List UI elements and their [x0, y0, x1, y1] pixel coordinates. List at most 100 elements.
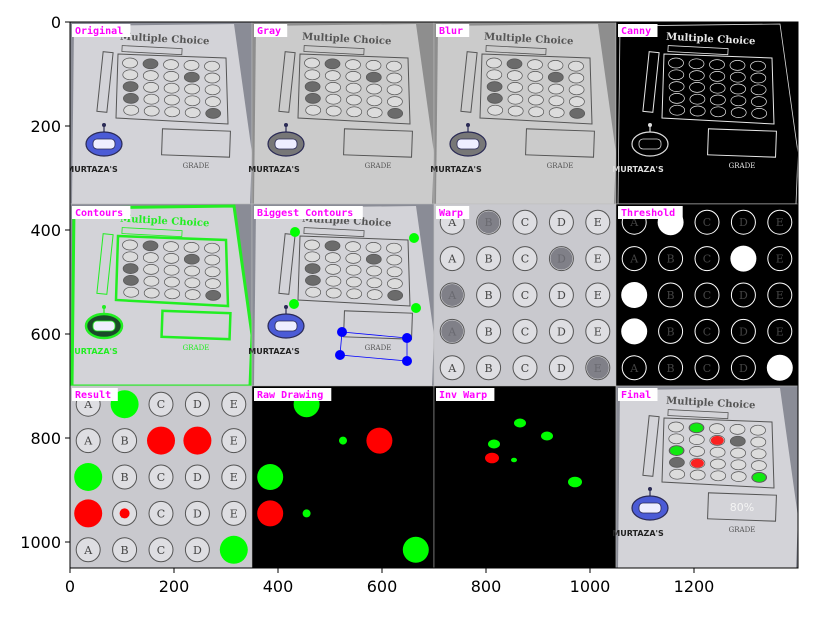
answer-bubble — [365, 60, 382, 71]
paper — [436, 24, 616, 204]
answer-bubble — [183, 242, 200, 253]
answer-bubble — [325, 93, 342, 105]
answer-bubble — [324, 58, 341, 70]
filled-blob — [621, 318, 648, 345]
answer-bubble — [143, 275, 160, 287]
panel-title: Biggest Contours — [257, 207, 353, 219]
brand-text: MURTAZA'S — [612, 165, 664, 174]
name-field — [121, 227, 183, 238]
warped-bubble — [75, 537, 101, 563]
wrong-mark — [183, 426, 212, 455]
answer-bubble — [709, 59, 725, 70]
bubble-letter: D — [557, 325, 566, 338]
grade-box — [160, 309, 232, 341]
answer-box — [114, 234, 230, 308]
panel-blur: Multiple Choice GRADE MURTAZA'S Blur — [430, 22, 617, 205]
inv-warp-mark — [568, 476, 582, 488]
grade-box — [525, 128, 595, 158]
number-strip — [642, 51, 660, 113]
bubble-letter: D — [739, 325, 748, 338]
answer-bubble — [668, 57, 684, 69]
y-tick-label: 0 — [51, 13, 61, 32]
answer-bubble — [184, 83, 200, 95]
small-corner-point — [337, 327, 347, 337]
warped-bubble — [184, 500, 210, 526]
answer-bubble — [669, 93, 685, 104]
answer-bubble — [183, 71, 200, 83]
answer-bubble — [204, 60, 220, 72]
pencil-mark — [550, 247, 573, 270]
brand-text: MURTAZA'S — [66, 165, 118, 174]
answer-bubble — [688, 70, 705, 81]
answer-bubble — [386, 254, 403, 266]
warped-bubble — [767, 246, 793, 272]
y-tick-label: 600 — [30, 325, 61, 344]
image-grid: Multiple ChoiceGRADEMURTAZA'SOriginalMul… — [66, 22, 798, 568]
answer-bubble — [751, 96, 767, 107]
paper-edge — [617, 23, 798, 205]
answer-bubble — [142, 58, 159, 70]
y-tick-label: 1000 — [20, 533, 61, 552]
bubble-letter: A — [629, 253, 639, 266]
brand-text: MURTAZA'S — [66, 347, 118, 356]
answer-bubble — [204, 266, 221, 278]
x-tick-label: 200 — [159, 577, 190, 596]
warped-bubble — [148, 500, 174, 526]
answer-bubble — [568, 60, 584, 72]
bubble-letter: D — [193, 471, 202, 484]
raw-mark — [257, 464, 284, 490]
panel-result: ABCDEABCDEABCDEABCDEABCDEResult — [70, 385, 253, 568]
robot-face — [92, 138, 116, 150]
answer-bubble — [750, 72, 767, 84]
bubble-letter: B — [485, 289, 493, 302]
answer-bubble — [163, 59, 179, 70]
answer-bubble — [143, 287, 160, 299]
result-mark — [147, 426, 175, 455]
answer-bubble — [163, 82, 180, 94]
robot-antenna-tip — [102, 123, 106, 127]
answer-bubble — [304, 69, 321, 81]
contour-outline — [70, 204, 254, 388]
bubble-letter: B — [485, 362, 493, 375]
answer-bubble — [143, 105, 160, 117]
answer-bubble — [729, 71, 746, 83]
answer-bubble — [346, 276, 362, 288]
answer-bubble — [668, 69, 685, 81]
answer-bubble — [689, 446, 705, 457]
answer-bubble — [730, 107, 747, 118]
answer-bubble — [164, 276, 180, 288]
panel-title-bg — [254, 388, 332, 401]
wrong-mark — [74, 499, 103, 528]
answer-bubble — [750, 436, 767, 448]
answer-bubble — [205, 278, 221, 289]
panel-warp: ABCDEABCDEABCDEABCDEABCDEWarp — [433, 203, 617, 387]
bubble-letter: E — [594, 216, 602, 229]
answer-bubble — [123, 104, 140, 116]
name-field — [667, 45, 729, 56]
answer-bubble — [487, 93, 503, 104]
bubble-letter: C — [703, 362, 711, 375]
warped-bubble — [658, 282, 684, 308]
answer-bubble — [123, 93, 139, 104]
bubble-letter: C — [521, 216, 529, 229]
answer-bubble — [507, 105, 524, 117]
warped-bubble — [730, 209, 756, 235]
answer-bubble — [345, 59, 361, 70]
answer-bubble — [204, 254, 221, 266]
answer-bubble — [122, 251, 139, 263]
answer-bubble — [386, 266, 403, 278]
x-tick-label: 400 — [263, 577, 294, 596]
paper — [72, 206, 252, 386]
warped-bubble — [694, 282, 720, 308]
bubble-letter: B — [121, 435, 129, 448]
answer-bubble — [325, 82, 341, 93]
answer-bubble — [184, 277, 201, 289]
grade-label: GRADE — [729, 162, 756, 170]
bubble-letter: C — [703, 253, 711, 266]
answer-bubble — [689, 105, 706, 117]
inv-warp-mark — [488, 439, 500, 449]
bubble-letter: D — [557, 216, 566, 229]
robot-face — [456, 138, 480, 150]
raw-mark — [339, 436, 347, 445]
answer-bubble — [184, 289, 201, 300]
